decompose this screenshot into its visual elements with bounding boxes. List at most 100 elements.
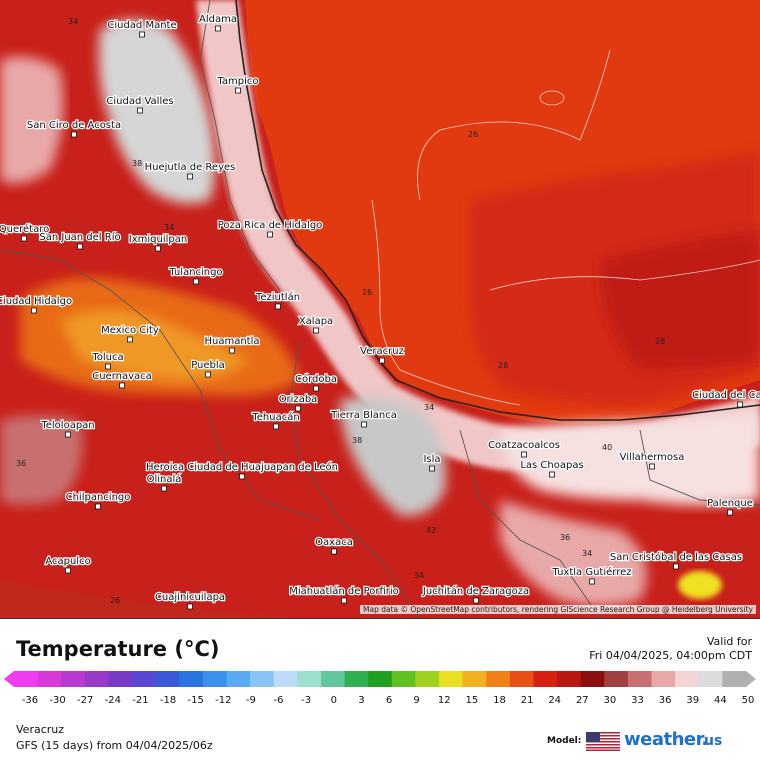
city-label[interactable]: Cuernavaca bbox=[91, 370, 153, 383]
city-marker[interactable] bbox=[737, 401, 743, 408]
city-label[interactable]: Coatzacoalcos bbox=[487, 439, 561, 452]
city-marker[interactable] bbox=[139, 31, 145, 38]
city-label[interactable]: Cuajinicuilapa bbox=[154, 591, 227, 604]
city-marker[interactable] bbox=[31, 307, 37, 314]
city-marker[interactable] bbox=[521, 451, 527, 458]
colorbar-segment bbox=[179, 671, 204, 687]
huasteca-hot-zone bbox=[98, 20, 215, 204]
colorbar-arrow-low bbox=[4, 671, 14, 687]
city-marker[interactable] bbox=[273, 423, 279, 430]
west-hot-zone bbox=[0, 56, 64, 184]
city-label[interactable]: Veracruz bbox=[359, 345, 405, 358]
city-marker[interactable] bbox=[361, 421, 367, 428]
city-marker[interactable] bbox=[71, 131, 77, 138]
city-label[interactable]: Ciudad Hidalgo bbox=[0, 295, 73, 308]
city-marker[interactable] bbox=[473, 597, 479, 604]
city-label[interactable]: San Juan del Río bbox=[38, 230, 122, 244]
city-label[interactable]: Toluca bbox=[90, 351, 125, 364]
city-label[interactable]: Aldama bbox=[198, 13, 238, 26]
city-label[interactable]: Tehuacán bbox=[250, 410, 301, 424]
city-label[interactable]: Puebla bbox=[190, 359, 226, 372]
state-border-b bbox=[289, 339, 421, 618]
city-marker[interactable] bbox=[549, 471, 555, 478]
city-marker[interactable] bbox=[215, 25, 221, 32]
city-label[interactable]: Tulancingo bbox=[167, 266, 224, 279]
colorbar-segment bbox=[61, 671, 86, 687]
city-label[interactable]: San Ciro de Acosta bbox=[26, 119, 123, 132]
colorbar-tick-label: 33 bbox=[631, 695, 644, 706]
city-label[interactable]: Orizaba bbox=[277, 393, 318, 406]
city-marker[interactable] bbox=[649, 463, 655, 470]
city-marker[interactable] bbox=[275, 303, 281, 310]
city-label[interactable]: Ixmiquilpan bbox=[128, 233, 189, 246]
city-label[interactable]: Oaxaca bbox=[314, 536, 354, 549]
city-marker[interactable] bbox=[95, 503, 101, 510]
city-label[interactable]: Ciudad del Carmen bbox=[691, 389, 760, 402]
brand-logo-tld[interactable]: us bbox=[704, 733, 723, 749]
city-marker[interactable] bbox=[119, 382, 125, 389]
city-label[interactable]: Olinalá bbox=[145, 472, 182, 486]
city-marker[interactable] bbox=[727, 509, 733, 516]
city-label[interactable]: Xalapa bbox=[298, 315, 335, 328]
colorbar-segment bbox=[533, 671, 558, 687]
city-marker[interactable] bbox=[673, 563, 679, 570]
city-marker[interactable] bbox=[65, 567, 71, 574]
city-marker[interactable] bbox=[65, 431, 71, 438]
city-label[interactable]: Teziutlán bbox=[254, 290, 301, 304]
city-marker[interactable] bbox=[341, 597, 347, 604]
city-marker[interactable] bbox=[137, 107, 143, 114]
city-marker[interactable] bbox=[187, 173, 193, 180]
city-label[interactable]: Querétaro bbox=[0, 222, 50, 236]
isotherm-label: 26 bbox=[110, 596, 120, 605]
city-marker[interactable] bbox=[239, 473, 245, 480]
colorbar-segment bbox=[391, 671, 416, 687]
city-label[interactable]: Poza Rica de Hidalgo bbox=[217, 219, 324, 232]
city-label[interactable]: Miahuatlán de Porfirio bbox=[288, 584, 400, 598]
city-label[interactable]: Chilpancingo bbox=[64, 491, 131, 504]
colorbar-segment bbox=[675, 671, 700, 687]
city-label[interactable]: Acapulco bbox=[44, 555, 92, 568]
city-marker[interactable] bbox=[161, 485, 167, 492]
city-marker[interactable] bbox=[313, 385, 319, 392]
city-label[interactable]: Tampico bbox=[215, 75, 259, 88]
colorbar-tick-label: -9 bbox=[246, 695, 256, 706]
city-marker[interactable] bbox=[205, 371, 211, 378]
city-label[interactable]: Tuxtla Gutiérrez bbox=[550, 565, 632, 579]
brand-logo[interactable]: weather. bbox=[624, 729, 708, 750]
city-marker[interactable] bbox=[193, 278, 199, 285]
city-label[interactable]: Juchitán de Zaragoza bbox=[421, 584, 531, 598]
city-marker[interactable] bbox=[187, 603, 193, 610]
map-attribution[interactable]: Map data © OpenStreetMap contributors, r… bbox=[360, 605, 756, 614]
city-label[interactable]: Ciudad Mante bbox=[106, 19, 178, 32]
city-marker[interactable] bbox=[331, 548, 337, 555]
city-label[interactable]: Isla bbox=[422, 453, 441, 466]
city-marker[interactable] bbox=[313, 327, 319, 334]
city-label[interactable]: Las Choapas bbox=[519, 459, 585, 472]
city-label[interactable]: Palenque bbox=[706, 497, 754, 510]
city-marker[interactable] bbox=[589, 578, 595, 585]
city-marker[interactable] bbox=[267, 231, 273, 238]
city-marker[interactable] bbox=[21, 235, 27, 242]
city-marker[interactable] bbox=[155, 245, 161, 252]
city-label[interactable]: Mexico City bbox=[100, 324, 160, 337]
city-label[interactable]: Villahermosa bbox=[618, 451, 685, 464]
city-marker[interactable] bbox=[379, 357, 385, 364]
city-label[interactable]: Tierra Blanca bbox=[329, 409, 398, 422]
city-marker[interactable] bbox=[77, 243, 83, 250]
city-marker[interactable] bbox=[429, 465, 435, 472]
city-label[interactable]: San Cristóbal de las Casas bbox=[609, 550, 744, 564]
city-marker[interactable] bbox=[295, 405, 301, 412]
city-label[interactable]: Huamantla bbox=[203, 335, 260, 348]
city-marker[interactable] bbox=[235, 87, 241, 94]
city-label[interactable]: Teloloapan bbox=[39, 419, 96, 432]
city-marker[interactable] bbox=[105, 363, 111, 370]
isotherm-label: 34 bbox=[164, 223, 174, 232]
temperature-map[interactable]: 34 38 34 26 26 28 28 34 38 40 36 42 36 34 34 26 Ciudad … bbox=[0, 0, 760, 619]
city-label[interactable]: Córdoba bbox=[294, 372, 338, 386]
city-label[interactable]: Ciudad Valles bbox=[105, 95, 175, 108]
city-label[interactable]: Heroica Ciudad de Huajuapan de León bbox=[145, 460, 339, 474]
city-marker[interactable] bbox=[229, 347, 235, 354]
city-label[interactable]: Huejutla de Reyes bbox=[143, 161, 236, 174]
city-marker[interactable] bbox=[127, 336, 133, 343]
colorbar-segment bbox=[509, 671, 534, 687]
